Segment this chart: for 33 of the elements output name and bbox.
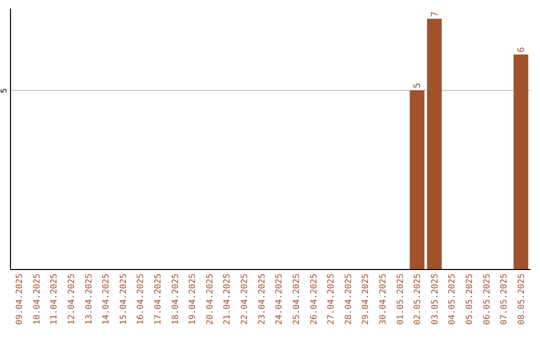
x-tick-label: 23.04.2025 [257,274,268,325]
x-tick-label: 25.04.2025 [292,274,302,325]
x-tick-label: 24.04.2025 [274,274,285,325]
x-tick-label: 28.04.2025 [344,274,354,325]
x-tick-label: 02.05.2025 [413,274,424,325]
x-tick-label: 19.04.2025 [188,274,198,325]
x-tick-label: 06.05.2025 [482,274,492,325]
x-tick-label: 11.04.2025 [50,274,60,325]
x-tick-label: 13.04.2025 [84,274,94,325]
x-tick-label: 15.04.2025 [118,274,129,325]
x-tick-label: 03.05.2025 [430,274,440,325]
x-tick-label: 12.04.2025 [67,274,77,325]
x-tick-label: 20.04.2025 [205,274,216,325]
x-tick-label: 07.05.2025 [500,274,510,325]
x-tick-label: 22.04.2025 [240,274,250,325]
x-tick-label: 26.04.2025 [309,274,320,325]
x-tick-label: 29.04.2025 [361,274,372,325]
x-tick-label: 08.05.2025 [516,274,527,325]
x-tick-label: 04.05.2025 [448,274,458,325]
x-tick-label: 01.05.2025 [396,274,406,325]
x-tick-label: 14.04.2025 [102,274,112,325]
data-label: 7 [430,11,440,17]
x-tick-label: 30.04.2025 [378,274,388,325]
x-tick-label: 05.05.2025 [465,274,475,325]
x-tick-label: 21.04.2025 [222,274,233,325]
x-tick-label: 17.04.2025 [154,274,164,325]
data-label: 5 [413,82,424,88]
x-tick-label: 27.04.2025 [326,274,337,325]
x-tick-label: 18.04.2025 [170,274,181,325]
x-tick-label: 16.04.2025 [136,274,146,325]
x-tick-label: 10.04.2025 [32,274,42,325]
x-tick-label: 09.04.2025 [15,274,26,325]
data-label: 6 [516,47,527,52]
